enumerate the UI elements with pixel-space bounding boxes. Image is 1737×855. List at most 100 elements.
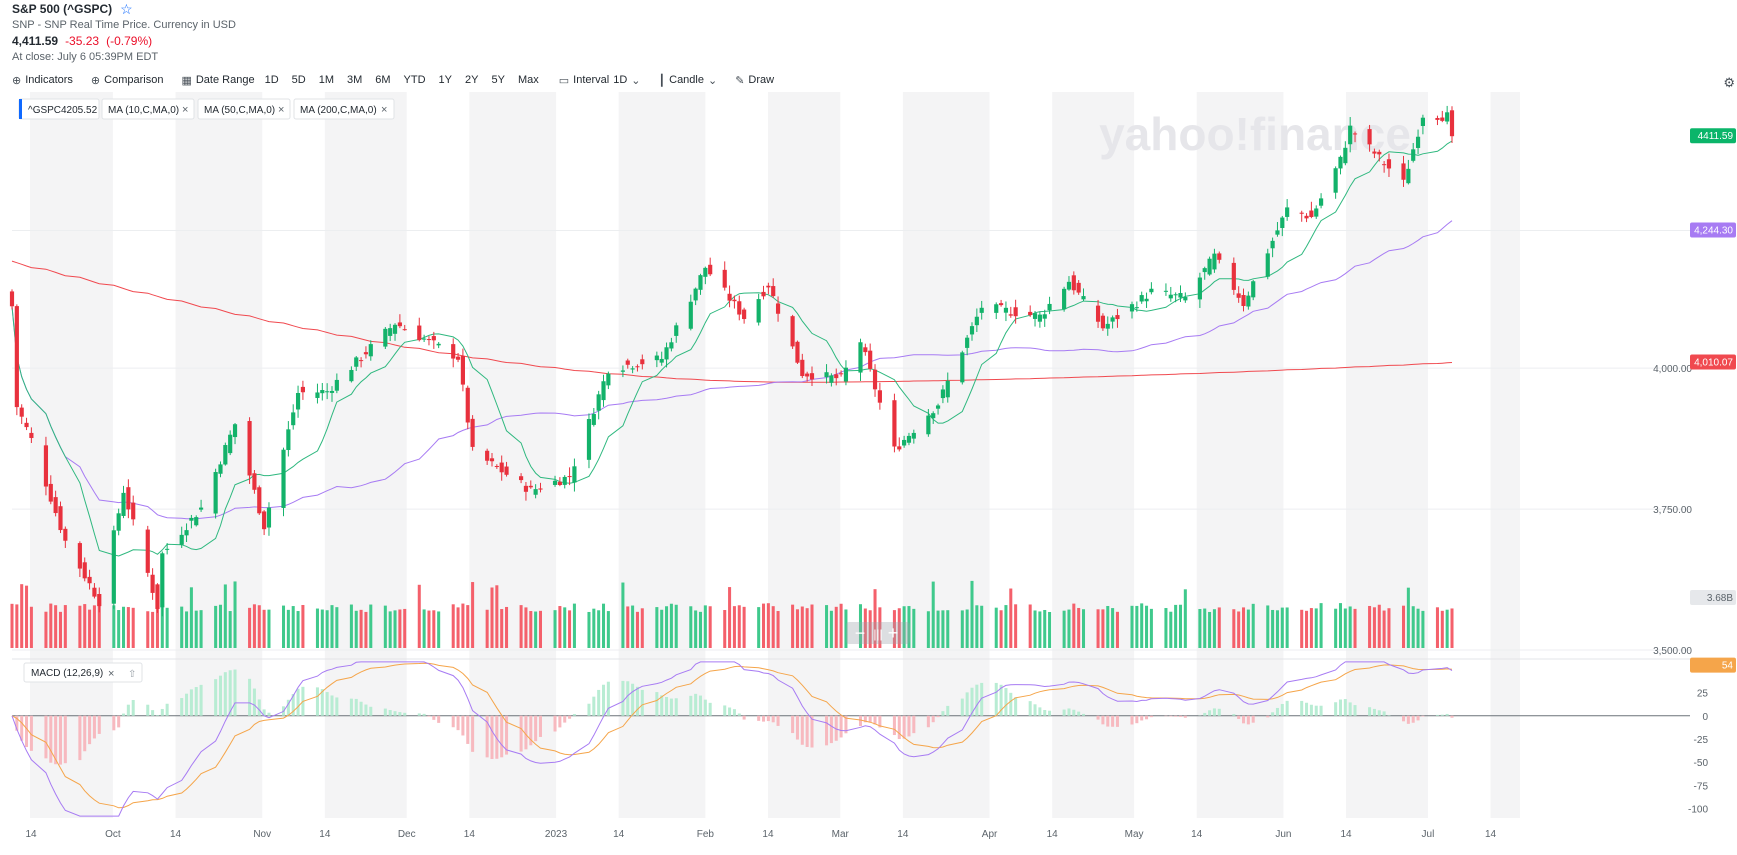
legend-ma200-chip[interactable]: [293, 98, 395, 120]
legend-ma50-chip[interactable]: [197, 98, 291, 120]
volume-bar: [228, 611, 232, 648]
volume-bar: [291, 606, 295, 648]
macd-histogram-bar: [248, 678, 252, 716]
macd-histogram-bar: [97, 715, 101, 734]
volume-bar: [1174, 604, 1178, 648]
candle-body: [325, 391, 330, 393]
chart-type-dropdown[interactable]: ┃ Candle ⌄: [659, 74, 718, 87]
macd-histogram-bar: [1212, 708, 1216, 716]
close-icon[interactable]: ×: [381, 104, 387, 116]
macd-histogram-bar: [349, 698, 353, 716]
arrow-up-icon[interactable]: ⇧: [128, 669, 136, 680]
candle-body: [1343, 147, 1348, 164]
volume-bar: [621, 582, 625, 648]
volume-bar: [897, 608, 901, 648]
volume-bar: [199, 610, 203, 648]
candle-body: [843, 367, 849, 382]
x-tick-label: 14: [762, 829, 774, 840]
volume-bar: [1169, 611, 1173, 648]
volume-bar: [800, 606, 804, 648]
macd-histogram-bar: [1145, 715, 1149, 720]
candle-body: [708, 264, 713, 275]
comparison-button[interactable]: ⊕ Comparison: [91, 74, 164, 87]
range-ytd[interactable]: YTD: [403, 74, 426, 86]
candle-body: [737, 301, 742, 315]
candle-body: [722, 269, 727, 288]
volume-bar: [44, 611, 48, 648]
close-icon[interactable]: ×: [182, 104, 188, 116]
volume-bar: [1387, 608, 1391, 648]
add-circle-icon: ⊕: [90, 74, 101, 87]
candle-body: [223, 445, 228, 465]
candle-body: [994, 304, 999, 313]
volume-bar: [1198, 609, 1202, 648]
range-5d[interactable]: 5D: [291, 74, 306, 86]
macd-tick-label: -100: [1688, 805, 1708, 816]
close-icon[interactable]: ×: [108, 668, 114, 680]
legend-macd-chip[interactable]: [23, 662, 143, 683]
volume-bar: [1445, 609, 1449, 648]
volume-bar: [485, 609, 489, 648]
range-1d[interactable]: 1D: [264, 74, 279, 86]
candle-body: [935, 405, 941, 409]
macd-histogram-bar: [83, 715, 87, 752]
range-max[interactable]: Max: [517, 74, 539, 86]
volume-bar: [451, 604, 455, 648]
volume-bar: [1028, 604, 1032, 648]
candle-body: [368, 344, 373, 357]
volume-bar: [572, 603, 576, 648]
candle-body: [1028, 311, 1033, 316]
candle-body: [1435, 117, 1440, 120]
volume-bar: [941, 610, 945, 648]
volume-bar: [1232, 609, 1236, 648]
draw-button[interactable]: ✎ Draw: [735, 74, 774, 87]
volume-bar: [364, 611, 368, 648]
candle-body: [1178, 293, 1183, 298]
quote-subtitle: SNP - SNP Real Time Price. Currency in U…: [12, 19, 236, 31]
macd-histogram-bar: [742, 715, 746, 720]
volume-bar: [1072, 603, 1076, 648]
candle-body: [383, 328, 388, 347]
legend-ma10-chip[interactable]: [101, 98, 195, 120]
band: [767, 92, 841, 818]
macd-histogram-bar: [1183, 715, 1187, 718]
star-icon[interactable]: ☆: [120, 0, 133, 17]
range-5y[interactable]: 5Y: [491, 74, 505, 86]
macd-histogram-bar: [1014, 697, 1018, 716]
indicators-button[interactable]: ⊕ Indicators: [12, 74, 73, 87]
date-range-button[interactable]: ▦ Date Range: [181, 74, 254, 87]
x-tick-label: Jul: [1422, 829, 1435, 840]
candle-body: [87, 576, 92, 584]
y-tick-label: 4,000.00: [1653, 364, 1692, 375]
legend-ma50: MA (50,C,MA,0): [204, 105, 275, 116]
interval-dropdown[interactable]: ▭ Interval 1D ⌄: [559, 74, 641, 87]
candle-body: [1333, 168, 1338, 193]
macd-histogram-bar: [640, 689, 644, 716]
macd-histogram-bar: [1353, 705, 1357, 716]
macd-histogram-bar: [1135, 715, 1139, 724]
volume-bar: [500, 609, 504, 648]
candle-body: [969, 326, 975, 335]
pan-handle-icon[interactable]: |||: [873, 627, 882, 641]
range-3m[interactable]: 3M: [346, 74, 363, 86]
volume-bar: [185, 611, 189, 648]
range-1m[interactable]: 1M: [318, 74, 334, 86]
volume-bar: [529, 611, 533, 648]
range-6m[interactable]: 6M: [375, 74, 391, 86]
range-1y[interactable]: 1Y: [438, 74, 453, 86]
volume-bar: [1450, 608, 1454, 648]
candle-body: [291, 412, 296, 426]
gear-icon[interactable]: ⚙: [1723, 75, 1735, 90]
close-icon[interactable]: ×: [278, 104, 284, 116]
macd-line: [11, 661, 1453, 817]
macd-histogram-bar: [369, 706, 373, 716]
range-2y[interactable]: 2Y: [465, 74, 479, 86]
zoom-out-icon[interactable]: −: [855, 623, 866, 643]
macd-histogram-bar: [257, 699, 261, 716]
macd-histogram-bar: [1028, 701, 1032, 716]
macd-tick-label: -25: [1694, 735, 1709, 746]
volume-bar: [267, 609, 271, 648]
volume-bar: [1368, 605, 1372, 648]
zoom-in-icon[interactable]: +: [888, 623, 899, 643]
